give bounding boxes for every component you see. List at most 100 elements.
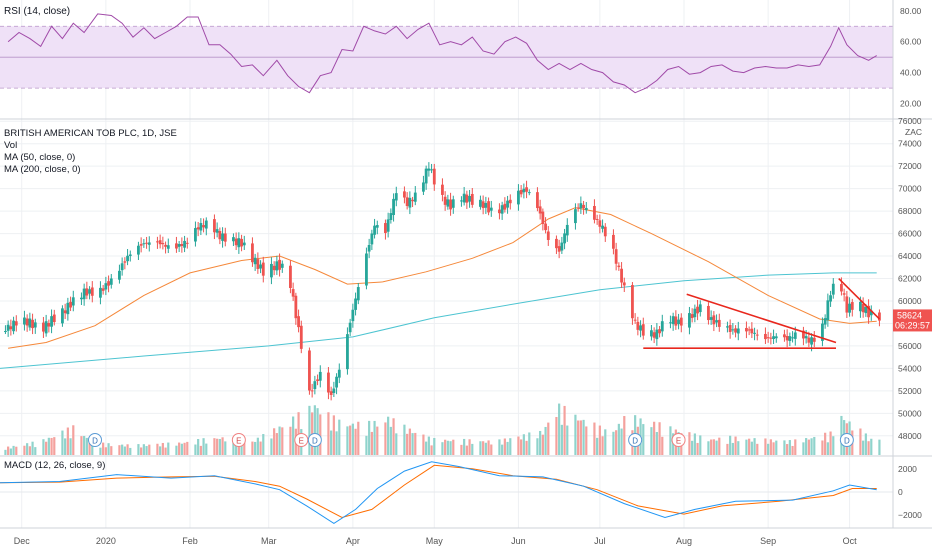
- candle-body: [867, 305, 870, 318]
- candle-body: [120, 263, 124, 271]
- volume-bar: [444, 439, 447, 455]
- volume-bar: [520, 439, 523, 455]
- candle-body: [346, 334, 349, 370]
- volume-bar: [525, 440, 528, 455]
- candle-body: [367, 245, 371, 252]
- candle-body: [294, 295, 298, 319]
- time-tick-label: May: [426, 536, 444, 546]
- candle-body: [617, 265, 621, 268]
- candle-body: [660, 321, 664, 332]
- candle-body: [481, 201, 485, 209]
- volume-bar: [107, 443, 110, 455]
- volume-bar: [750, 441, 753, 455]
- volume-bar: [560, 424, 563, 455]
- candle-body: [221, 233, 224, 241]
- candle-body: [123, 261, 127, 263]
- volume-bar: [365, 435, 368, 455]
- candle-body: [384, 223, 387, 234]
- volume-bar: [870, 438, 873, 455]
- volume-bar: [734, 436, 737, 455]
- volume-bar: [539, 430, 542, 455]
- price-tick-label: 54000: [898, 363, 922, 373]
- macd-line: [0, 461, 877, 524]
- volume-bar: [102, 442, 105, 455]
- volume-bar: [278, 426, 281, 455]
- volume-bar: [862, 440, 865, 455]
- time-tick-label: 2020: [96, 536, 116, 546]
- volume-bar: [422, 434, 425, 455]
- candle-body: [601, 225, 604, 229]
- volume-bar: [373, 420, 376, 455]
- rsi-tick-label: 20.00: [900, 99, 922, 109]
- volume-bar: [598, 425, 601, 455]
- volume-bar: [756, 443, 759, 455]
- volume-bar: [186, 441, 189, 455]
- candle-body: [823, 318, 827, 325]
- candle-body: [639, 325, 642, 331]
- volume-bar: [308, 405, 311, 455]
- volume-bar: [351, 423, 354, 455]
- candle-body: [508, 199, 512, 204]
- macd-tick-label: 2000: [898, 464, 917, 474]
- volume-bar: [316, 408, 319, 455]
- volume-bar: [655, 432, 658, 455]
- volume-bar: [64, 438, 67, 455]
- volume-bar: [696, 442, 699, 455]
- volume-bar: [517, 436, 520, 455]
- volume-bar: [487, 440, 490, 455]
- candle-body: [810, 337, 813, 345]
- price-tick-label: 52000: [898, 386, 922, 396]
- candle-body: [614, 249, 618, 264]
- candle-body: [807, 337, 811, 343]
- volume-bar: [91, 440, 94, 455]
- volume-bar: [183, 442, 186, 455]
- last-price-label: 58624 06:29:57: [893, 309, 932, 332]
- candle-body: [821, 323, 824, 341]
- volume-bar: [821, 440, 824, 455]
- volume-bar: [430, 445, 433, 455]
- volume-bar: [864, 433, 867, 455]
- candle-body: [223, 233, 227, 242]
- candle-body: [536, 192, 539, 209]
- candle-body: [430, 169, 433, 171]
- event-marker-label: D: [92, 437, 98, 446]
- volume-bar: [335, 431, 338, 455]
- price-tick-label: 76000: [898, 116, 922, 126]
- candle-body: [555, 238, 558, 249]
- volume-bar: [452, 439, 455, 455]
- volume-bar: [194, 444, 197, 455]
- time-axis[interactable]: Dec 2020 Feb Mar Apr May Jun Jul Aug Sep Oct: [14, 536, 857, 546]
- candle-body: [308, 350, 311, 391]
- candle-body: [42, 322, 45, 332]
- rsi-title: RSI (14, close): [4, 6, 70, 17]
- candle-body: [470, 193, 474, 205]
- candle-body: [479, 199, 482, 207]
- candle-body: [693, 308, 697, 318]
- volume-bar: [118, 445, 121, 455]
- price-axis[interactable]: 80.00 60.00 40.00 20.00 76000 74000 72000 70000…: [898, 6, 922, 520]
- volume-bar: [699, 435, 702, 455]
- volume-bar: [449, 441, 452, 455]
- volume-bar: [140, 447, 143, 455]
- volume-bar: [414, 432, 417, 455]
- volume-bar: [80, 436, 83, 455]
- candle-body: [44, 321, 48, 334]
- candle-body: [6, 324, 10, 331]
- volume-bar: [482, 441, 485, 455]
- candle-body: [831, 283, 835, 295]
- volume-bar: [748, 438, 751, 455]
- volume-bar: [216, 438, 219, 455]
- candle-body: [793, 332, 797, 339]
- candle-body: [31, 319, 34, 329]
- candle-body: [462, 193, 466, 203]
- volume-bar: [826, 442, 829, 455]
- volume-bar: [441, 442, 444, 455]
- candle-body: [259, 264, 262, 269]
- volume-bar: [205, 443, 208, 455]
- candle-body: [164, 244, 167, 247]
- volume-bar: [357, 421, 360, 455]
- candle-body: [541, 211, 545, 225]
- candle-body: [280, 263, 284, 268]
- volume-bar: [175, 445, 178, 455]
- candle-body: [329, 391, 333, 395]
